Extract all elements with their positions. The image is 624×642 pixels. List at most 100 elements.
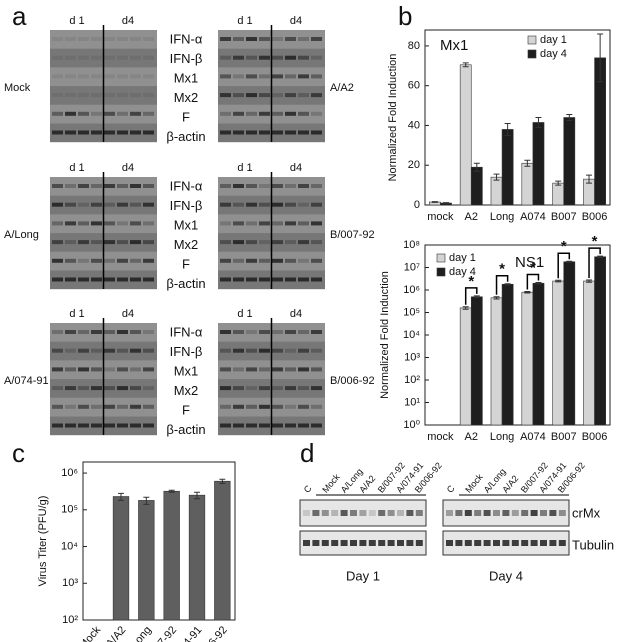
gel-band [220, 202, 231, 207]
gel-band [104, 367, 115, 372]
error-bar [524, 159, 531, 167]
gel-band [130, 330, 141, 334]
error-bar [194, 491, 200, 500]
gel-band [272, 348, 283, 353]
gel-band [272, 184, 283, 188]
gel-band [259, 55, 270, 60]
gel-band [65, 37, 76, 41]
gel-band [65, 74, 76, 79]
gel-band [78, 404, 89, 409]
gel-band [259, 348, 270, 353]
blot-band [340, 510, 348, 516]
bar [470, 166, 483, 206]
blot-band [521, 510, 529, 516]
legend-label: day 4 [540, 48, 567, 60]
gel-band [233, 221, 244, 226]
blot-band [359, 510, 367, 516]
gel-band [143, 74, 154, 79]
error-bar [118, 492, 124, 501]
gel-band [52, 184, 63, 188]
day-label: d 1 [237, 15, 252, 27]
blot-band [387, 540, 395, 546]
x-tick-label: A2 [465, 211, 478, 223]
significance-bracket [464, 287, 478, 305]
blot-band [368, 510, 376, 516]
gel-band [143, 386, 154, 391]
gel-band [233, 111, 244, 116]
gel-band [104, 93, 115, 98]
gel-band [65, 130, 76, 135]
bar [521, 162, 534, 206]
gel-band [117, 184, 128, 188]
error-bar [143, 496, 150, 505]
blot-band [483, 540, 491, 546]
blot-band [368, 540, 376, 546]
blot-band [406, 540, 414, 546]
gel-band [143, 367, 154, 372]
gel-band [78, 37, 89, 41]
x-tick-label: A2 [465, 431, 478, 443]
gel-band [130, 277, 141, 282]
gel-band [143, 423, 154, 428]
gel-row-label: Mx2 [174, 90, 199, 105]
error-bar [504, 283, 511, 286]
gel-band [285, 330, 296, 334]
gel-band [91, 184, 102, 188]
plot-frame [82, 461, 236, 621]
gel-band [259, 221, 270, 226]
blot-band [303, 540, 310, 546]
gel-band [220, 277, 231, 282]
x-tick-label: B006 [582, 211, 608, 223]
gel-band [117, 221, 128, 226]
gel-band [65, 367, 76, 372]
gel-band [298, 37, 309, 41]
bar [501, 283, 514, 426]
day-label: d4 [122, 308, 134, 320]
gel-band [143, 184, 154, 188]
gel-band [117, 348, 128, 353]
gel-band [78, 330, 89, 334]
gel-band [78, 221, 89, 226]
gel-band [298, 55, 309, 60]
legend-label: day 4 [449, 266, 476, 278]
error-bar [493, 173, 500, 181]
gel-band [246, 240, 257, 245]
blot-band [464, 540, 472, 546]
y-tick-label: 10³ [404, 351, 420, 363]
gel-band [117, 111, 128, 116]
y-tick-label: 10⁶ [403, 284, 420, 296]
error-bar [535, 117, 542, 128]
gel-band [65, 221, 76, 226]
gel-band [311, 240, 322, 245]
bar [532, 282, 545, 426]
gel-band [259, 202, 270, 207]
gel-band [311, 93, 322, 98]
gel-band [104, 37, 115, 41]
blot-band [511, 540, 519, 546]
gel-band [233, 404, 244, 409]
gel-band [272, 423, 283, 428]
gel-band [78, 55, 89, 60]
gel-band [298, 202, 309, 207]
gel-band [272, 93, 283, 98]
gel-row-label: IFN-α [170, 178, 203, 193]
gel-band [285, 93, 296, 98]
gel-band [285, 404, 296, 409]
blot-band [464, 510, 472, 516]
gel-band [311, 74, 322, 79]
x-tick-label: A074 [520, 431, 546, 443]
gel-row-label: Mx1 [174, 363, 199, 378]
blot-band [415, 510, 423, 516]
gel-band [117, 37, 128, 41]
sample-label: Mock [4, 82, 31, 94]
gel-band [259, 386, 270, 391]
gel-band [52, 258, 63, 263]
gel-band [104, 386, 115, 391]
gel-band [298, 111, 309, 116]
bar [214, 480, 231, 621]
gel-band [117, 240, 128, 245]
blot-band [474, 510, 482, 516]
x-tick-label: mock [427, 431, 454, 443]
blot-band [511, 510, 519, 516]
gel-band [298, 74, 309, 79]
